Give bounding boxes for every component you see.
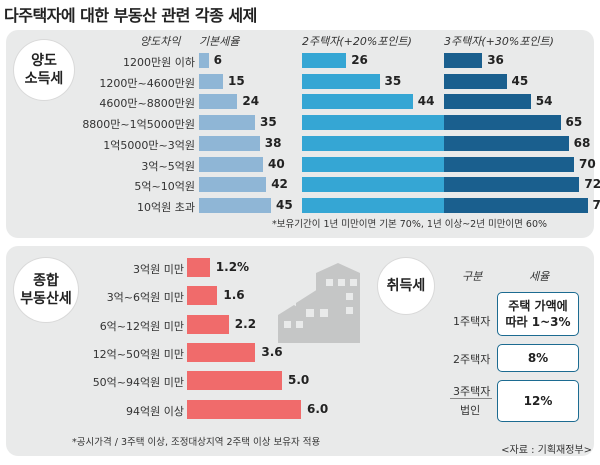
- transfer-tax-bar: [302, 73, 380, 89]
- property-tax-value-label: 1.2%: [215, 260, 250, 274]
- acq-row2-rate: 8%: [497, 344, 579, 372]
- transfer-tax-value-label: 45: [511, 73, 529, 88]
- page-title: 다주택자에 대한 부동산 관련 각종 세제: [4, 6, 257, 25]
- houses-illustration: [278, 263, 360, 343]
- acq-row1-rate: 주택 가액에 따라 1~3%: [497, 292, 579, 336]
- header-three-homes: 3주택자(+30%포인트): [444, 35, 554, 48]
- transfer-tax-bracket-label: 8800만~1억5000만원: [82, 118, 195, 132]
- transfer-tax-bar: [199, 53, 209, 68]
- transfer-tax-value-label: 54: [535, 94, 553, 109]
- transfer-tax-value-label: 35: [260, 115, 277, 130]
- property-acquisition-panel: [6, 246, 594, 456]
- property-tax-value-label: 1.6: [223, 288, 245, 303]
- transfer-tax-value-label: 38: [264, 135, 282, 150]
- transfer-tax-value-label: 75: [592, 197, 600, 212]
- transfer-tax-value-label: 44: [417, 94, 435, 109]
- acq-row3-label-line2: 법인: [460, 404, 481, 417]
- transfer-tax-bar: [444, 156, 574, 172]
- transfer-tax-bar: [302, 94, 413, 110]
- transfer-tax-bar: [302, 156, 472, 172]
- property-tax-bar: [187, 314, 229, 334]
- acquisition-tax-badge: 취득세: [378, 258, 434, 314]
- acq-col-type: 구분: [462, 270, 483, 283]
- transfer-tax-value-label: 65: [565, 115, 583, 130]
- acquisition-tax-badge-label: 취득세: [386, 278, 426, 294]
- transfer-tax-bar: [302, 135, 465, 151]
- transfer-tax-bar: [444, 115, 561, 131]
- transfer-tax-value-label: 45: [276, 197, 293, 212]
- property-tax-note: *공시가격 / 3주택 이상, 조정대상지역 2주택 이상 보유자 적용: [72, 437, 321, 448]
- transfer-tax-value-label: 15: [228, 73, 245, 88]
- transfer-tax-bracket-label: 1200만~4600만원: [99, 76, 195, 90]
- transfer-tax-value-label: 40: [268, 156, 285, 171]
- property-tax-bracket-label: 94억원 이상: [126, 404, 184, 418]
- acq-row3-divider: [450, 398, 492, 399]
- transfer-tax-bar: [444, 177, 580, 193]
- transfer-tax-bracket-label: 10억원 초과: [137, 200, 195, 214]
- acq-col-rate: 세율: [529, 270, 550, 283]
- transfer-tax-bar: [302, 53, 347, 68]
- property-tax-value-label: 3.6: [261, 344, 283, 359]
- acq-row3-rate: 12%: [497, 380, 579, 422]
- transfer-tax-value-label: 70: [579, 156, 596, 171]
- acq-row1-label: 1주택자: [453, 315, 491, 328]
- transfer-tax-value-label: 72: [584, 177, 600, 192]
- property-tax-bar: [187, 371, 282, 391]
- transfer-tax-bar: [199, 135, 260, 151]
- property-tax-bar: [187, 258, 210, 277]
- transfer-tax-bar: [199, 177, 267, 193]
- transfer-tax-bar: [199, 197, 271, 213]
- acq-row1-rate-line1: 주택 가액에: [508, 299, 568, 313]
- transfer-tax-badge-line1: 양도: [31, 53, 57, 69]
- transfer-tax-bar: [302, 197, 491, 213]
- property-tax-bracket-label: 3억원 미만: [133, 263, 184, 276]
- transfer-tax-bar: [444, 94, 531, 110]
- transfer-tax-bar: [444, 197, 588, 213]
- transfer-tax-bar: [444, 73, 507, 89]
- property-tax-bar: [187, 342, 256, 362]
- transfer-tax-bar: [199, 115, 255, 131]
- transfer-tax-value-label: 6: [213, 53, 222, 67]
- transfer-tax-bracket-label: 1억5000만~3억원: [103, 138, 195, 152]
- property-tax-bracket-label: 12억~50억원 미만: [92, 347, 184, 361]
- transfer-tax-value-label: 36: [487, 53, 504, 67]
- property-tax-bar: [187, 286, 218, 306]
- property-tax-value-label: 6.0: [307, 401, 329, 416]
- header-two-homes: 2주택자(+20%포인트): [302, 35, 412, 48]
- transfer-tax-value-label: 68: [573, 135, 591, 150]
- source-credit: <자료 : 기획재정부>: [501, 445, 592, 456]
- transfer-tax-bar: [302, 177, 480, 193]
- property-tax-value-label: 2.2: [234, 316, 257, 331]
- transfer-tax-bracket-label: 1200만원 이하: [123, 56, 195, 69]
- acq-row3-label-line1: 3주택자: [453, 385, 491, 398]
- transfer-tax-bar: [199, 73, 223, 89]
- transfer-tax-badge-line2: 소득세: [24, 71, 64, 87]
- property-tax-value-label: 5.0: [288, 373, 310, 388]
- transfer-tax-bracket-label: 4600만~8800만원: [99, 97, 195, 111]
- header-base: 기본세율: [199, 35, 240, 48]
- header-bracket: 양도차익: [140, 35, 181, 48]
- transfer-tax-bracket-label: 5억~10억원: [134, 180, 195, 194]
- transfer-tax-value-label: 42: [271, 177, 288, 192]
- transfer-tax-bracket-label: 3억~5억원: [141, 159, 195, 173]
- acq-row2-label: 2주택자: [453, 353, 491, 366]
- property-tax-bracket-label: 50억~94억원 미만: [92, 376, 184, 390]
- property-tax-bracket-label: 3억~6억원 미만: [106, 291, 184, 305]
- transfer-tax-note: *보유기간이 1년 미만이면 기본 70%, 1년 이상~2년 미만이면 60%: [272, 219, 548, 230]
- property-tax-badge: 종합 부동산세: [14, 258, 78, 322]
- transfer-tax-badge: 양도 소득세: [14, 40, 74, 100]
- transfer-tax-value-label: 24: [242, 94, 260, 109]
- property-tax-badge-line2: 부동산세: [20, 291, 72, 307]
- transfer-tax-value-label: 35: [384, 73, 402, 88]
- property-tax-bar: [187, 399, 301, 419]
- property-tax-badge-line1: 종합: [33, 273, 59, 289]
- property-tax-bracket-label: 6억~12억원 미만: [99, 319, 184, 333]
- transfer-tax-bar: [302, 115, 454, 131]
- acq-row1-rate-line2: 따라 1~3%: [505, 315, 571, 329]
- transfer-tax-bar: [444, 53, 483, 68]
- transfer-tax-bar: [199, 156, 263, 172]
- transfer-tax-value-label: 26: [351, 53, 368, 67]
- transfer-tax-bar: [444, 135, 569, 151]
- transfer-tax-bar: [199, 94, 238, 110]
